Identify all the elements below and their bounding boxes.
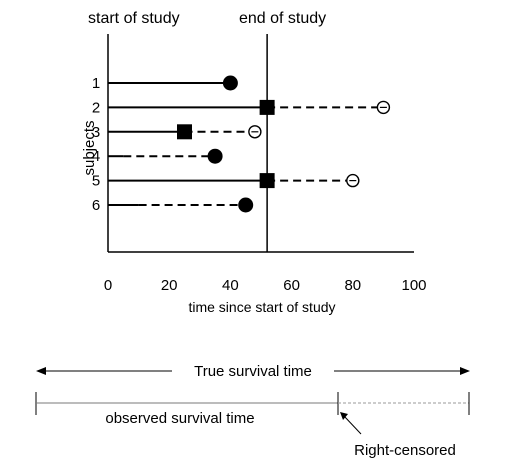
censored-pointer-line — [343, 415, 362, 435]
x-tick-label: 40 — [222, 277, 239, 294]
subject-label: 2 — [92, 99, 100, 116]
subject-label: 5 — [92, 173, 100, 190]
withdrawal-marker — [259, 173, 275, 189]
timeline-observed: observed survival time — [35, 392, 470, 427]
x-tick-label: 60 — [283, 277, 300, 294]
y-axis-label: subjects — [81, 120, 98, 175]
death-marker — [207, 148, 223, 164]
left-arrowhead — [36, 367, 46, 375]
right-censored-annotation: Right-censored — [340, 412, 456, 459]
observed-survival-label: observed survival time — [105, 410, 254, 427]
death-marker — [238, 197, 254, 213]
end-of-study-label: end of study — [239, 10, 326, 27]
timeline-true-survival: True survival time — [36, 363, 470, 380]
right-censored-label: Right-censored — [354, 442, 456, 459]
subject-label: 4 — [92, 148, 100, 165]
x-axis-label: time since start of study — [188, 299, 335, 315]
subject-label: 3 — [92, 124, 100, 141]
right-arrowhead — [460, 367, 470, 375]
subjects-layer: 1 2 3 4 5 6 — [92, 75, 391, 214]
withdrawal-marker — [177, 124, 192, 140]
x-tick-label: 80 — [344, 277, 361, 294]
x-tick-label: 20 — [161, 277, 178, 294]
true-survival-label: True survival time — [194, 363, 312, 380]
death-marker — [222, 75, 238, 91]
withdrawal-marker — [259, 99, 275, 115]
subject-label: 1 — [92, 75, 100, 92]
start-of-study-label: start of study — [88, 10, 180, 27]
censored-pointer-head — [340, 412, 348, 420]
x-tick-label: 0 — [104, 277, 112, 294]
subject-label: 6 — [92, 197, 100, 214]
x-ticks: 0 20 40 60 80 100 — [104, 277, 427, 294]
x-tick-label: 100 — [401, 277, 426, 294]
